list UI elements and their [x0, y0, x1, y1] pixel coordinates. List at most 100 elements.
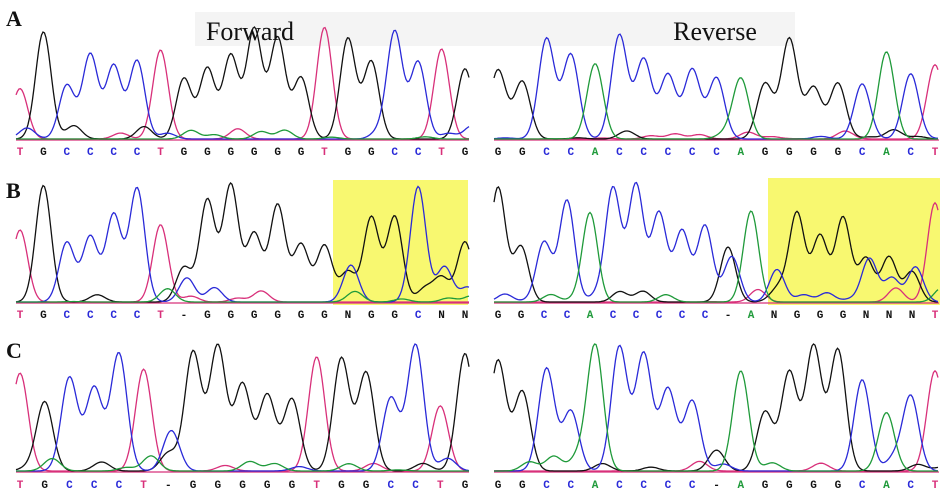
- base-call: C: [610, 310, 617, 322]
- base-call: G: [794, 310, 801, 322]
- base-call: C: [859, 480, 866, 492]
- base-call: C: [665, 480, 672, 492]
- base-call: C: [391, 147, 398, 159]
- base-call: T: [437, 480, 444, 492]
- base-call: G: [298, 147, 305, 159]
- base-call: G: [519, 147, 526, 159]
- base-call: T: [932, 310, 939, 322]
- base-call: G: [817, 310, 824, 322]
- base-call: G: [274, 310, 281, 322]
- base-call: -: [165, 480, 172, 492]
- base-call: G: [391, 310, 398, 322]
- base-call: C: [543, 480, 550, 492]
- base-call: G: [519, 480, 526, 492]
- base-call: C: [568, 480, 575, 492]
- base-call: T: [932, 147, 939, 159]
- reverse-title: Reverse: [673, 17, 757, 46]
- trace: [494, 52, 938, 139]
- base-call: C: [702, 310, 709, 322]
- base-call: G: [762, 480, 769, 492]
- base-call: T: [17, 480, 24, 492]
- base-call: C: [415, 147, 422, 159]
- base-call: A: [737, 147, 744, 159]
- base-call: G: [835, 480, 842, 492]
- base-call: G: [786, 480, 793, 492]
- base-call: C: [568, 147, 575, 159]
- base-call: C: [91, 480, 98, 492]
- base-call: C: [66, 480, 73, 492]
- base-call: G: [363, 480, 370, 492]
- base-call: -: [181, 310, 188, 322]
- base-call: C: [859, 147, 866, 159]
- base-call: C: [412, 480, 419, 492]
- base-call: G: [810, 480, 817, 492]
- base-call: G: [345, 147, 352, 159]
- base-call: C: [64, 310, 71, 322]
- base-call: A: [587, 310, 594, 322]
- trace: [16, 456, 469, 471]
- base-call: G: [518, 310, 525, 322]
- highlight: [333, 180, 468, 305]
- base-call: N: [863, 310, 870, 322]
- trace: [16, 30, 469, 139]
- base-call: C: [541, 310, 548, 322]
- trace: [16, 344, 469, 471]
- base-call: C: [640, 147, 647, 159]
- base-call: N: [438, 310, 445, 322]
- base-call: C: [633, 310, 640, 322]
- base-call: C: [110, 310, 117, 322]
- base-call: C: [87, 147, 94, 159]
- base-call: C: [116, 480, 123, 492]
- base-call: G: [251, 310, 258, 322]
- base-call: G: [495, 480, 502, 492]
- base-call: A: [883, 480, 890, 492]
- base-call: A: [592, 480, 599, 492]
- base-call: C: [415, 310, 422, 322]
- base-call: G: [190, 480, 197, 492]
- base-call: G: [810, 147, 817, 159]
- base-call: A: [748, 310, 755, 322]
- base-call: G: [181, 147, 188, 159]
- base-call: C: [543, 147, 550, 159]
- base-call: G: [251, 147, 258, 159]
- base-call: G: [840, 310, 847, 322]
- base-call: C: [388, 480, 395, 492]
- base-call: C: [713, 147, 720, 159]
- base-call: C: [134, 147, 141, 159]
- base-call: G: [368, 147, 375, 159]
- base-call: C: [110, 147, 117, 159]
- base-call: C: [679, 310, 686, 322]
- base-call: C: [616, 480, 623, 492]
- base-call: N: [771, 310, 778, 322]
- base-call: C: [640, 480, 647, 492]
- base-call: C: [665, 147, 672, 159]
- base-call: N: [909, 310, 916, 322]
- base-call: A: [592, 147, 599, 159]
- base-call: G: [835, 147, 842, 159]
- panel-label: A: [6, 6, 22, 31]
- base-call: C: [907, 480, 914, 492]
- base-call: G: [289, 480, 296, 492]
- base-call: N: [345, 310, 352, 322]
- base-call: G: [298, 310, 305, 322]
- base-call: N: [886, 310, 893, 322]
- trace: [494, 65, 938, 139]
- base-call: G: [786, 147, 793, 159]
- base-call: G: [204, 310, 211, 322]
- base-call: N: [462, 310, 469, 322]
- base-call: A: [737, 480, 744, 492]
- base-call: C: [656, 310, 663, 322]
- base-call: T: [157, 310, 164, 322]
- trace: [16, 130, 469, 139]
- base-call: C: [689, 147, 696, 159]
- panel-label: B: [6, 178, 21, 203]
- trace: [494, 344, 938, 471]
- base-call: G: [40, 310, 47, 322]
- base-call: G: [227, 310, 234, 322]
- base-call: G: [495, 310, 502, 322]
- base-call: C: [64, 147, 71, 159]
- base-call: C: [907, 147, 914, 159]
- base-call: -: [713, 480, 720, 492]
- base-call: T: [157, 147, 164, 159]
- base-call: G: [495, 147, 502, 159]
